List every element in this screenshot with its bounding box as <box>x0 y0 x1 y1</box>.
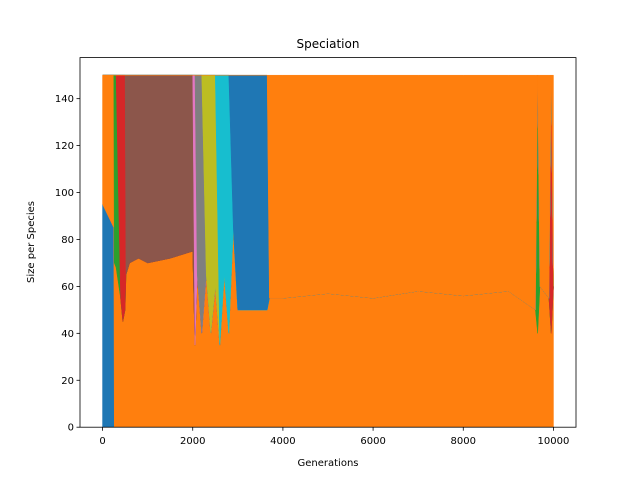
y-tick-label: 80 <box>61 235 74 246</box>
y-axis-label: Size per Species <box>26 201 37 283</box>
x-tick-label: 6000 <box>360 436 385 447</box>
x-tick-label: 4000 <box>270 436 295 447</box>
y-tick-label: 100 <box>55 188 74 199</box>
y-tick-label: 120 <box>55 141 74 152</box>
x-tick-label: 8000 <box>451 436 476 447</box>
x-tick-label: 2000 <box>180 436 205 447</box>
y-tick-label: 40 <box>61 329 74 340</box>
y-tick-label: 60 <box>61 282 74 293</box>
chart-title: Speciation <box>297 37 360 51</box>
y-tick-label: 140 <box>55 94 74 105</box>
area <box>102 74 554 311</box>
y-tick-label: 20 <box>61 376 74 387</box>
x-tick-label: 10000 <box>538 436 570 447</box>
x-tick-label: 0 <box>99 436 105 447</box>
y-tick-label: 0 <box>68 423 74 434</box>
x-axis-label: Generations <box>298 458 359 469</box>
plot-frame <box>79 57 577 428</box>
